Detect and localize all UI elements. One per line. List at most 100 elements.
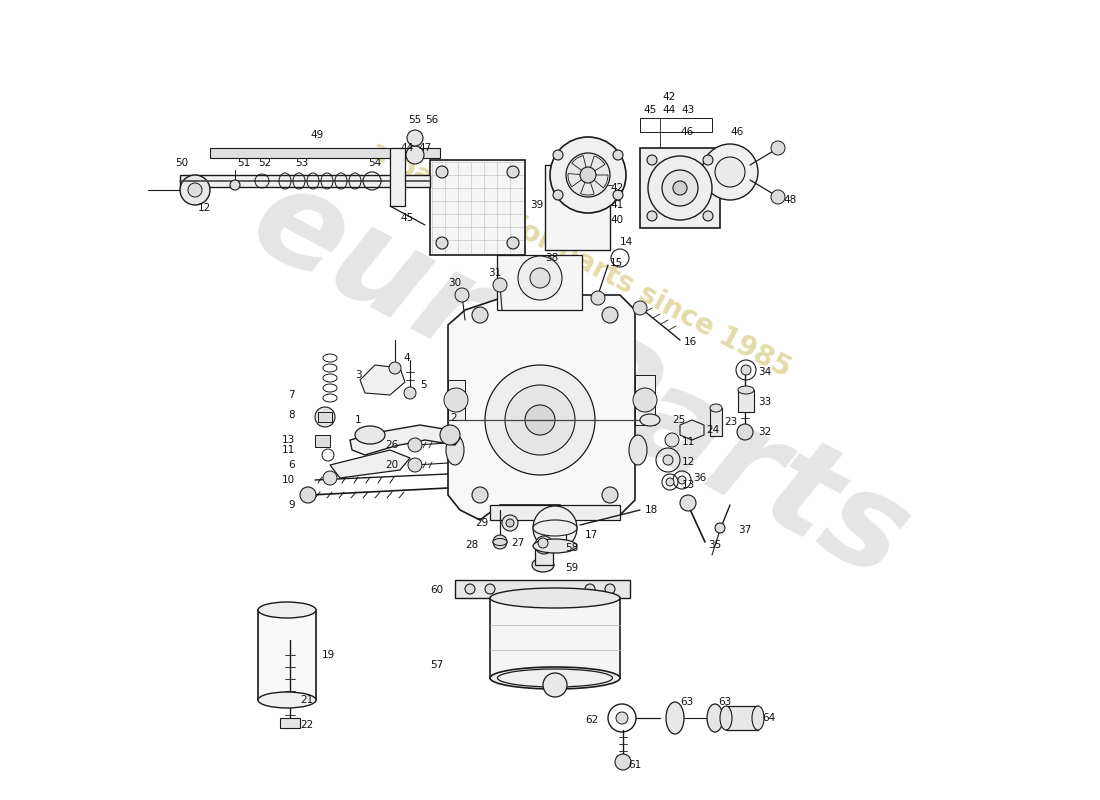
Text: 30: 30 bbox=[448, 278, 461, 288]
Circle shape bbox=[535, 536, 553, 554]
Text: 25: 25 bbox=[672, 415, 685, 425]
Text: 22: 22 bbox=[300, 720, 313, 730]
Bar bbox=[726, 706, 758, 730]
Bar bbox=[318, 412, 332, 422]
Text: 26: 26 bbox=[385, 440, 398, 450]
Text: 59: 59 bbox=[565, 563, 579, 573]
Bar bbox=[390, 148, 405, 206]
Text: 36: 36 bbox=[693, 473, 706, 483]
Circle shape bbox=[771, 190, 785, 204]
Circle shape bbox=[550, 137, 626, 213]
Polygon shape bbox=[350, 425, 460, 455]
Circle shape bbox=[440, 425, 460, 445]
Circle shape bbox=[404, 387, 416, 399]
Text: 12: 12 bbox=[682, 457, 695, 467]
Circle shape bbox=[647, 211, 657, 221]
Ellipse shape bbox=[720, 706, 732, 730]
Circle shape bbox=[408, 438, 422, 452]
Ellipse shape bbox=[497, 669, 613, 687]
Ellipse shape bbox=[629, 435, 647, 465]
Text: 1: 1 bbox=[355, 415, 362, 425]
Polygon shape bbox=[330, 450, 410, 478]
Circle shape bbox=[389, 362, 402, 374]
Bar bbox=[490, 598, 620, 678]
Bar bbox=[258, 610, 316, 700]
Circle shape bbox=[472, 307, 488, 323]
Bar bbox=[315, 435, 330, 447]
Circle shape bbox=[616, 712, 628, 724]
Ellipse shape bbox=[534, 539, 578, 553]
Text: 57: 57 bbox=[430, 660, 443, 670]
Circle shape bbox=[715, 523, 725, 533]
Ellipse shape bbox=[738, 386, 754, 394]
Circle shape bbox=[530, 268, 550, 288]
Circle shape bbox=[180, 175, 210, 205]
Text: 11: 11 bbox=[682, 437, 695, 447]
Circle shape bbox=[591, 291, 605, 305]
Ellipse shape bbox=[640, 414, 660, 426]
Polygon shape bbox=[448, 295, 635, 520]
Text: 53: 53 bbox=[295, 158, 308, 168]
Circle shape bbox=[315, 407, 336, 427]
Circle shape bbox=[580, 167, 596, 183]
Circle shape bbox=[663, 455, 673, 465]
Ellipse shape bbox=[355, 426, 385, 444]
Circle shape bbox=[408, 458, 422, 472]
Text: 41: 41 bbox=[610, 200, 624, 210]
Text: 33: 33 bbox=[758, 397, 771, 407]
Bar bbox=[544, 528, 566, 546]
Text: 52: 52 bbox=[258, 158, 272, 168]
Ellipse shape bbox=[446, 435, 464, 465]
Ellipse shape bbox=[490, 667, 620, 689]
Circle shape bbox=[666, 433, 679, 447]
Ellipse shape bbox=[532, 558, 554, 572]
Text: 32: 32 bbox=[758, 427, 771, 437]
Text: 62: 62 bbox=[585, 715, 598, 725]
Text: 27: 27 bbox=[512, 538, 525, 548]
Circle shape bbox=[741, 365, 751, 375]
Text: 11: 11 bbox=[282, 445, 295, 455]
Circle shape bbox=[444, 388, 468, 412]
Text: 23: 23 bbox=[724, 417, 737, 427]
Bar bbox=[710, 408, 722, 436]
Circle shape bbox=[502, 515, 518, 531]
Circle shape bbox=[485, 584, 495, 594]
Circle shape bbox=[507, 237, 519, 249]
Bar bbox=[738, 390, 754, 412]
Text: 40: 40 bbox=[610, 215, 623, 225]
Circle shape bbox=[662, 170, 698, 206]
Circle shape bbox=[703, 211, 713, 221]
Text: 42: 42 bbox=[662, 92, 675, 102]
Bar bbox=[430, 160, 525, 255]
Text: 34: 34 bbox=[758, 367, 771, 377]
Text: 44: 44 bbox=[400, 143, 414, 153]
Text: 12: 12 bbox=[198, 203, 211, 213]
Text: 50: 50 bbox=[175, 158, 188, 168]
Text: 35: 35 bbox=[708, 540, 722, 550]
Bar bbox=[497, 255, 582, 310]
Circle shape bbox=[188, 183, 202, 197]
Text: 46: 46 bbox=[730, 127, 744, 137]
Text: 58: 58 bbox=[565, 543, 579, 553]
Circle shape bbox=[553, 150, 563, 160]
Circle shape bbox=[407, 130, 424, 146]
Circle shape bbox=[406, 146, 424, 164]
Text: 20: 20 bbox=[385, 460, 398, 470]
Text: 9: 9 bbox=[288, 500, 295, 510]
Text: 38: 38 bbox=[544, 253, 558, 263]
Circle shape bbox=[230, 180, 240, 190]
Circle shape bbox=[678, 476, 686, 484]
Bar bbox=[490, 505, 620, 520]
Circle shape bbox=[323, 471, 337, 485]
Text: 56: 56 bbox=[425, 115, 438, 125]
Circle shape bbox=[465, 584, 475, 594]
Bar bbox=[280, 718, 300, 728]
Circle shape bbox=[648, 156, 712, 220]
Circle shape bbox=[615, 754, 631, 770]
Bar bbox=[640, 148, 720, 228]
Circle shape bbox=[702, 144, 758, 200]
Bar bbox=[544, 165, 610, 250]
Circle shape bbox=[613, 190, 623, 200]
Text: 54: 54 bbox=[368, 158, 382, 168]
Text: euroParts: euroParts bbox=[231, 154, 930, 606]
